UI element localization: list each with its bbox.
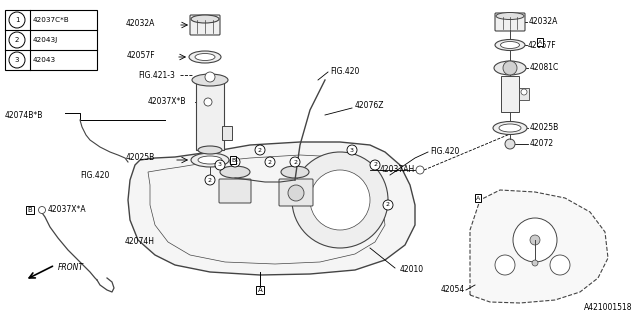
Text: 42043J: 42043J xyxy=(33,37,58,43)
Text: 42032A: 42032A xyxy=(125,19,155,28)
Text: FIG.420: FIG.420 xyxy=(330,68,360,76)
Text: 3: 3 xyxy=(218,163,222,167)
Text: 42043: 42043 xyxy=(33,57,56,63)
Text: 42074B*B: 42074B*B xyxy=(5,110,44,119)
Circle shape xyxy=(416,166,424,174)
Circle shape xyxy=(290,157,300,167)
Circle shape xyxy=(204,98,212,106)
Text: 2: 2 xyxy=(15,37,19,43)
FancyBboxPatch shape xyxy=(279,179,313,206)
Ellipse shape xyxy=(189,51,221,63)
Text: 2: 2 xyxy=(208,178,212,182)
Ellipse shape xyxy=(500,42,520,49)
Text: 42025B: 42025B xyxy=(125,154,155,163)
Text: 42037AH: 42037AH xyxy=(380,165,415,174)
Circle shape xyxy=(495,255,515,275)
Ellipse shape xyxy=(220,166,250,178)
Text: FRONT: FRONT xyxy=(58,263,84,273)
FancyBboxPatch shape xyxy=(219,179,251,203)
Ellipse shape xyxy=(281,166,309,178)
Text: 2: 2 xyxy=(373,163,377,167)
Ellipse shape xyxy=(495,39,525,51)
Text: 42037X*A: 42037X*A xyxy=(48,205,86,214)
Circle shape xyxy=(521,89,527,95)
Ellipse shape xyxy=(195,53,215,60)
Circle shape xyxy=(288,185,304,201)
Text: 3: 3 xyxy=(15,57,19,63)
Text: 1: 1 xyxy=(15,17,19,23)
Text: 42010: 42010 xyxy=(400,266,424,275)
Ellipse shape xyxy=(198,156,222,164)
Text: 42037X*B: 42037X*B xyxy=(148,98,186,107)
Ellipse shape xyxy=(493,122,527,134)
Ellipse shape xyxy=(499,124,521,132)
Text: 2: 2 xyxy=(293,159,297,164)
Circle shape xyxy=(503,61,517,75)
Circle shape xyxy=(505,139,515,149)
Circle shape xyxy=(530,235,540,245)
Text: A421001518: A421001518 xyxy=(584,303,632,312)
Circle shape xyxy=(347,145,357,155)
Bar xyxy=(5,10,97,70)
Text: FIG.421-3: FIG.421-3 xyxy=(138,70,175,79)
Text: 2: 2 xyxy=(386,203,390,207)
Text: 42037C*B: 42037C*B xyxy=(33,17,70,23)
Text: FIG.420: FIG.420 xyxy=(80,171,109,180)
FancyBboxPatch shape xyxy=(190,15,220,35)
Ellipse shape xyxy=(496,12,524,20)
Circle shape xyxy=(292,152,388,248)
Polygon shape xyxy=(470,190,608,303)
Circle shape xyxy=(205,175,215,185)
Text: B: B xyxy=(231,157,235,163)
Text: 42057F: 42057F xyxy=(126,51,155,60)
Polygon shape xyxy=(128,142,415,275)
Ellipse shape xyxy=(191,15,219,23)
Text: B: B xyxy=(28,207,33,213)
Text: 42032A: 42032A xyxy=(529,18,558,27)
Ellipse shape xyxy=(494,61,526,75)
Text: A: A xyxy=(538,39,542,44)
Circle shape xyxy=(215,160,225,170)
Text: FIG.420: FIG.420 xyxy=(430,148,460,156)
Circle shape xyxy=(513,218,557,262)
Ellipse shape xyxy=(198,146,222,154)
Text: 42054: 42054 xyxy=(441,285,465,294)
Bar xyxy=(196,80,224,150)
Bar xyxy=(222,126,232,140)
Text: 2: 2 xyxy=(233,159,237,164)
Circle shape xyxy=(383,200,393,210)
Circle shape xyxy=(255,145,265,155)
Text: 42076Z: 42076Z xyxy=(355,100,385,109)
FancyBboxPatch shape xyxy=(495,13,525,31)
Circle shape xyxy=(265,157,275,167)
Circle shape xyxy=(310,170,370,230)
Ellipse shape xyxy=(191,153,229,167)
Text: 2: 2 xyxy=(258,148,262,153)
Text: A: A xyxy=(476,196,480,201)
Circle shape xyxy=(9,12,25,28)
Bar xyxy=(519,88,529,100)
Text: 2: 2 xyxy=(268,159,272,164)
Text: 42072: 42072 xyxy=(530,140,554,148)
Circle shape xyxy=(230,157,240,167)
Text: A: A xyxy=(258,287,262,293)
Text: 3: 3 xyxy=(350,148,354,153)
Circle shape xyxy=(38,206,45,213)
Circle shape xyxy=(532,260,538,266)
Text: 42074H: 42074H xyxy=(125,237,155,246)
Bar xyxy=(501,76,519,112)
Circle shape xyxy=(9,32,25,48)
Circle shape xyxy=(370,160,380,170)
Circle shape xyxy=(550,255,570,275)
Ellipse shape xyxy=(192,74,228,86)
Text: 42057F: 42057F xyxy=(528,41,557,50)
Text: 42025B: 42025B xyxy=(530,124,559,132)
Circle shape xyxy=(205,72,215,82)
Circle shape xyxy=(9,52,25,68)
Text: 42081C: 42081C xyxy=(530,63,559,73)
